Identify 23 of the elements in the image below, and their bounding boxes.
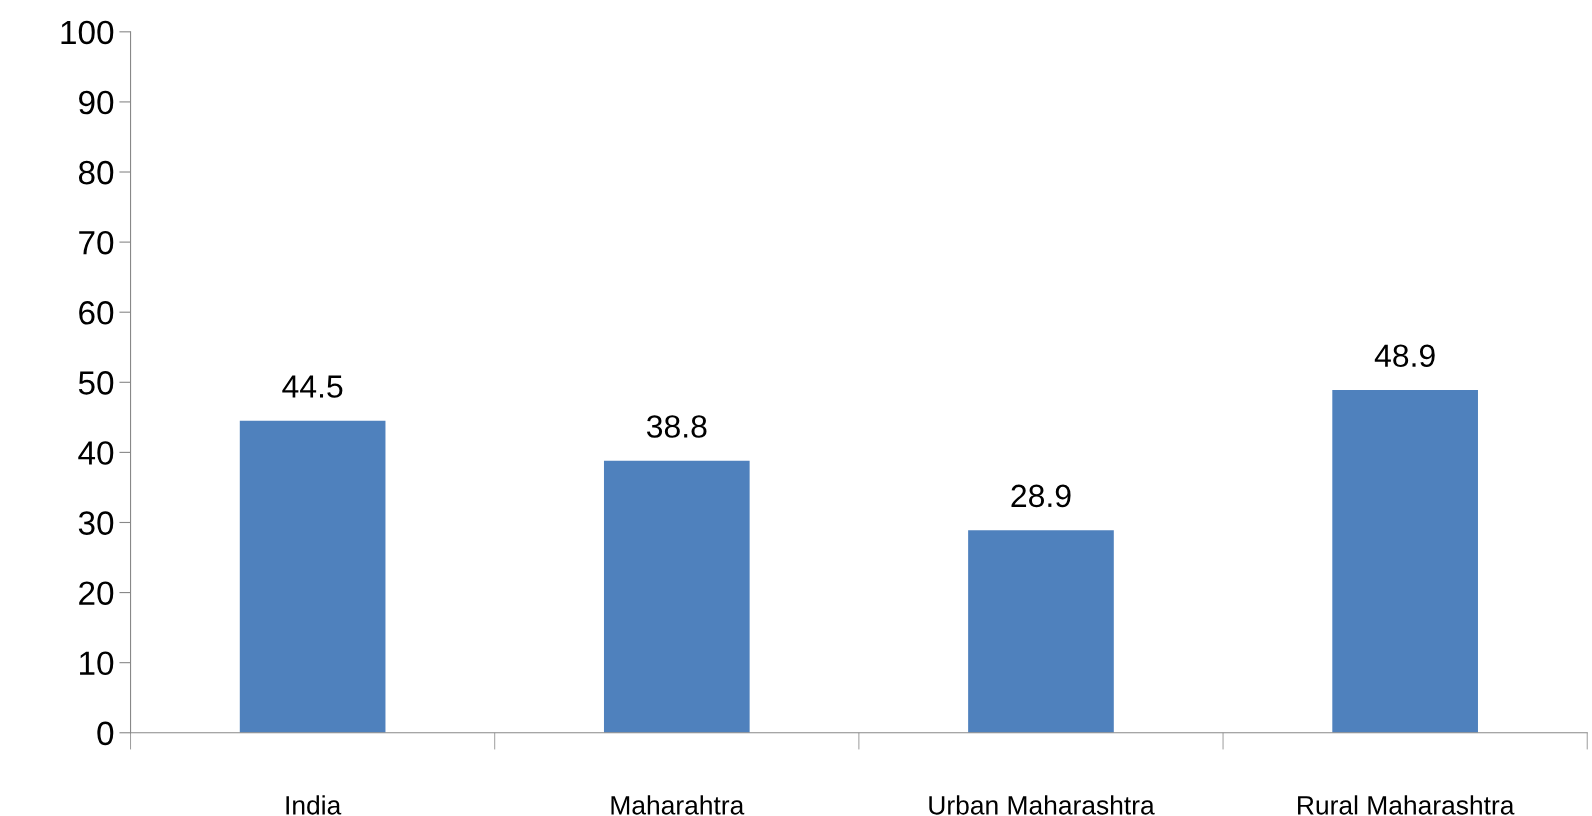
y-tick-label: 90 [79, 90, 114, 115]
data-label: 48.9 [1374, 344, 1435, 368]
bar [968, 530, 1114, 733]
data-label: 28.9 [1011, 484, 1071, 508]
data-label: 44.5 [282, 375, 343, 398]
y-tick-label: 60 [79, 301, 114, 325]
y-tick-label: 40 [78, 441, 114, 465]
y-tick-label: 10 [80, 651, 114, 676]
y-tick-label: 0 [97, 721, 114, 746]
y-tick-label: 80 [78, 160, 114, 185]
x-tick-label: Maharahtra [611, 795, 745, 815]
y-tick-label: 100 [61, 20, 114, 45]
y-tick-label: 70 [79, 230, 114, 255]
y-tick-label: 30 [78, 511, 114, 535]
x-tick-label: India [286, 795, 342, 815]
bar [1332, 390, 1478, 733]
y-tick-label: 50 [78, 371, 114, 395]
data-label: 38.8 [646, 415, 707, 438]
y-tick-label: 20 [79, 581, 114, 605]
bar [239, 420, 386, 733]
x-tick-label: Urban Maharashtra [929, 795, 1155, 815]
bar [603, 460, 750, 733]
x-tick-label: Rural Maharashtra [1298, 795, 1515, 815]
